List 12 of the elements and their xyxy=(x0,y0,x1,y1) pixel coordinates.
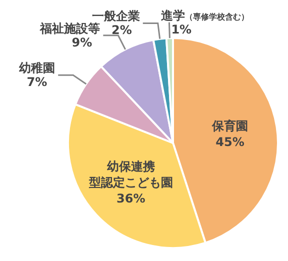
data-label: 1% xyxy=(171,22,192,36)
data-label: 36% xyxy=(116,192,146,206)
data-label: 9% xyxy=(72,35,92,50)
data-label: 2% xyxy=(111,23,132,38)
data-label: 45% xyxy=(216,134,244,149)
slice-label: 進学（専修学校含む） xyxy=(160,8,250,22)
slice-label: 幼保連携型認定こども園 xyxy=(88,160,173,190)
data-label: 7% xyxy=(26,75,48,90)
slice-label: 一般企業 xyxy=(92,9,140,24)
slice-label: 福祉施設等 xyxy=(39,21,100,36)
slice-label: 保育園 xyxy=(211,118,248,133)
slice-label: 幼稚園 xyxy=(19,61,56,76)
